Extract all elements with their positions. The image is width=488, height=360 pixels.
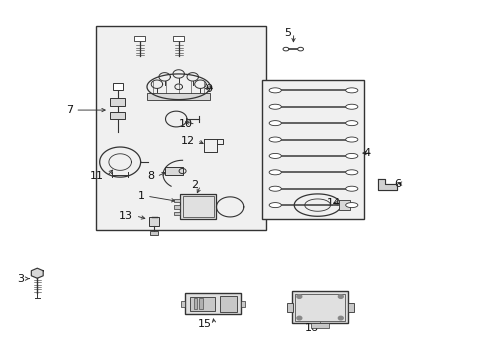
Bar	[311, 323, 328, 328]
Text: 1: 1	[137, 191, 144, 201]
Bar	[291, 291, 347, 323]
Ellipse shape	[345, 104, 357, 109]
Bar	[193, 298, 197, 310]
Ellipse shape	[297, 47, 303, 51]
Circle shape	[338, 295, 343, 298]
Polygon shape	[31, 268, 43, 278]
Bar	[134, 36, 145, 41]
Bar	[347, 303, 353, 312]
Bar	[241, 301, 244, 307]
Polygon shape	[377, 179, 396, 190]
Ellipse shape	[345, 121, 357, 126]
Ellipse shape	[268, 153, 281, 158]
Text: 14: 14	[326, 198, 340, 208]
Ellipse shape	[268, 88, 281, 93]
Text: 10: 10	[179, 120, 193, 129]
Text: 3: 3	[17, 274, 24, 284]
Text: 9: 9	[205, 84, 212, 94]
Bar	[147, 93, 210, 100]
Text: 2: 2	[191, 180, 198, 190]
Text: 6: 6	[394, 179, 401, 189]
Bar	[199, 298, 203, 310]
Ellipse shape	[345, 186, 357, 191]
Ellipse shape	[268, 170, 281, 175]
Ellipse shape	[345, 137, 357, 142]
Ellipse shape	[268, 121, 281, 126]
Bar	[149, 217, 159, 226]
Ellipse shape	[283, 47, 288, 51]
Bar	[173, 36, 184, 41]
Bar	[338, 200, 349, 211]
Bar	[184, 293, 241, 315]
Bar	[110, 112, 125, 119]
Circle shape	[296, 316, 301, 320]
Text: 7: 7	[65, 105, 73, 115]
Text: 5: 5	[284, 28, 291, 38]
Text: 4: 4	[363, 148, 369, 158]
Ellipse shape	[268, 203, 281, 208]
Text: 15: 15	[198, 319, 211, 329]
Bar	[261, 80, 363, 220]
Bar	[96, 26, 266, 230]
Text: 16: 16	[304, 323, 318, 333]
Bar	[189, 297, 214, 311]
Bar	[110, 98, 125, 107]
Bar	[113, 83, 122, 90]
Text: 11: 11	[90, 171, 104, 181]
Bar	[174, 205, 180, 209]
Ellipse shape	[345, 203, 357, 208]
Bar	[183, 197, 213, 217]
Bar	[174, 199, 180, 202]
Text: 8: 8	[147, 171, 154, 181]
Ellipse shape	[345, 153, 357, 158]
Circle shape	[338, 316, 343, 320]
Bar	[174, 212, 180, 215]
Bar	[181, 301, 184, 307]
Ellipse shape	[345, 170, 357, 175]
Bar	[295, 294, 344, 321]
Bar	[164, 167, 182, 175]
Ellipse shape	[268, 104, 281, 109]
Bar	[286, 303, 292, 312]
Bar	[220, 296, 237, 312]
Text: 13: 13	[119, 211, 133, 221]
Circle shape	[296, 295, 301, 298]
Bar	[180, 194, 216, 220]
Ellipse shape	[345, 88, 357, 93]
Bar	[150, 230, 158, 235]
Text: 12: 12	[180, 136, 194, 145]
Ellipse shape	[268, 186, 281, 191]
Ellipse shape	[268, 137, 281, 142]
